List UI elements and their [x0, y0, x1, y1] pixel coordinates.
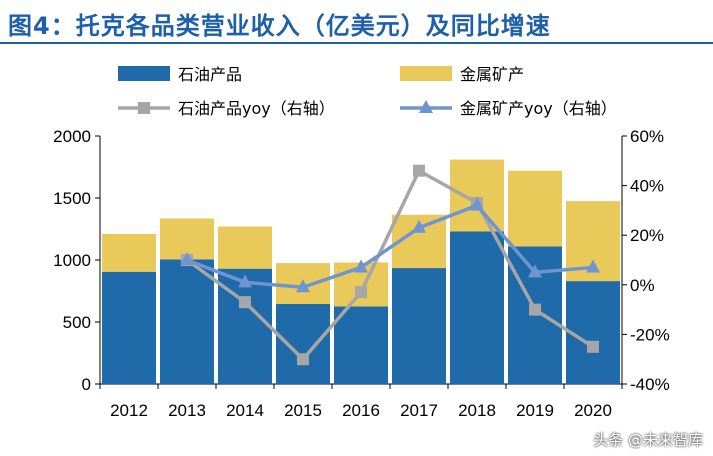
legend-swatch-petroleum [118, 66, 170, 81]
watermark: 头条 @未来智库 [593, 431, 703, 449]
x-tick-label: 2015 [284, 401, 322, 420]
metals-yoy-point [586, 259, 600, 273]
petroleum-yoy-point [297, 353, 309, 366]
legend-swatch-metals [400, 66, 452, 81]
metals-yoy-point [180, 252, 194, 265]
petroleum-yoy-point [529, 303, 541, 316]
x-tick-label: 2019 [516, 401, 554, 420]
petroleum-yoy-point [239, 296, 251, 309]
metals-yoy-point [354, 259, 368, 273]
bar-petroleum [450, 231, 504, 384]
metals-yoy-point [412, 219, 426, 233]
metals-yoy-line [186, 203, 594, 290]
x-tick-label: 2020 [574, 401, 612, 420]
legend-marker-metals-yoy [419, 100, 433, 113]
title-bar: 图4：托克各品类营业收入（亿美元）及同比增速 [0, 0, 713, 44]
petroleum-yoy-line [185, 168, 594, 361]
y-right-tick-label: -20% [630, 325, 670, 344]
metals-yoy-point [528, 264, 542, 278]
petroleum-yoy-point [587, 340, 599, 353]
y-left-tick-label: 1000 [53, 251, 91, 270]
y-left-tick-label: 1500 [53, 189, 91, 208]
x-tick-label: 2016 [342, 401, 380, 420]
x-tick-label: 2012 [110, 401, 148, 420]
legend-label-petroleum: 石油产品 [178, 65, 242, 84]
bar-metals [102, 233, 156, 272]
y-right-tick-label: 60% [630, 127, 664, 146]
y-right-tick-label: 40% [630, 177, 664, 196]
petroleum-yoy-point [413, 164, 425, 177]
x-tick-label: 2018 [458, 401, 496, 420]
legend-label-metals-yoy: 金属矿产yoy（右轴） [460, 99, 617, 118]
y-left-tick-label: 500 [63, 313, 91, 332]
metals-yoy-point [238, 274, 252, 288]
y-right-tick-label: 0% [630, 276, 655, 295]
bar-metals [450, 159, 504, 232]
metals-yoy-point [296, 279, 310, 293]
bar-metals [218, 226, 272, 269]
y-left-tick-label: 2000 [53, 127, 91, 146]
y-right-tick-label: -40% [630, 375, 670, 394]
bar-petroleum [566, 281, 620, 384]
petroleum-yoy-point [355, 286, 367, 299]
bar-petroleum [102, 271, 156, 384]
bar-petroleum [334, 306, 388, 384]
legend-marker-petroleum-yoy [138, 102, 150, 114]
y-left-tick-label: 0 [82, 375, 91, 394]
bar-petroleum [160, 259, 214, 384]
legend-label-metals: 金属矿产 [460, 65, 524, 84]
metals-yoy-point [470, 197, 484, 211]
bar-petroleum [392, 268, 446, 384]
legend-label-petroleum-yoy: 石油产品yoy（右轴） [178, 99, 335, 118]
tick-labels: 0 500 1000 1500 2000 -40% -20% 0% 20% 40% 60% 2012 2… [53, 127, 670, 420]
x-tick-label: 2017 [400, 401, 438, 420]
chart-title: 图4：托克各品类营业收入（亿美元）及同比增速 [8, 12, 551, 40]
bar-metals [508, 170, 562, 247]
yoy-lines [180, 164, 600, 366]
x-tick-label: 2014 [226, 401, 264, 420]
bar-petroleum [276, 304, 330, 384]
x-tick-label: 2013 [168, 401, 206, 420]
y-right-tick-label: 20% [630, 226, 664, 245]
